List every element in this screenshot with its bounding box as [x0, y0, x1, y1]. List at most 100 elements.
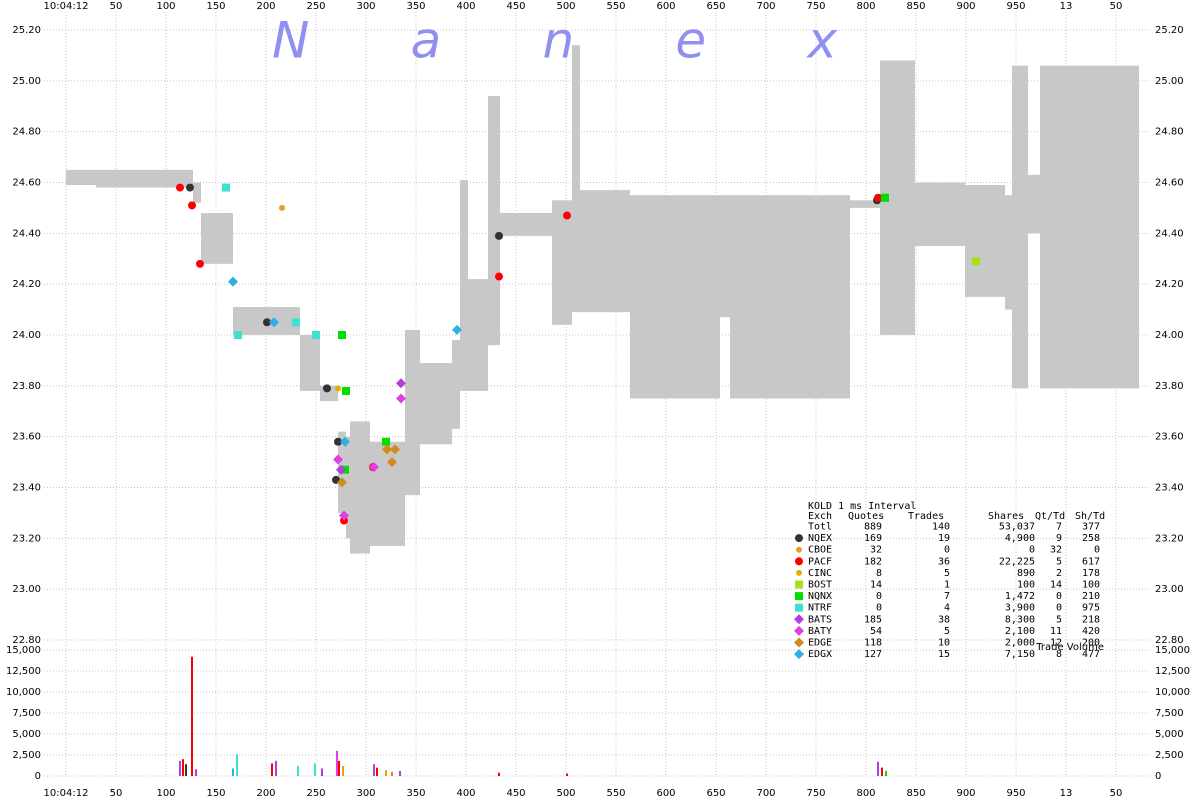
volume-bar	[342, 765, 344, 776]
x-tick-label: 150	[206, 788, 225, 799]
y-tick-label: 23.40	[12, 483, 41, 494]
trade-marker	[340, 436, 350, 447]
legend-cell: 3,900	[1005, 603, 1035, 614]
y-tick-label-right: 25.00	[1155, 76, 1184, 87]
trade-marker	[188, 201, 196, 210]
spread-segment	[552, 200, 572, 325]
legend-name: NQNX	[808, 591, 832, 602]
trade-marker	[339, 510, 349, 521]
trade-marker	[382, 437, 390, 446]
y-tick-label: 7,500	[12, 708, 41, 719]
x-tick-label: 13	[1060, 788, 1073, 799]
spread-segment	[346, 436, 350, 539]
spread-segment	[1028, 174, 1040, 234]
legend-cell: 5	[944, 626, 950, 637]
legend-total-cell: 377	[1082, 522, 1100, 533]
x-tick-label-top: 800	[856, 1, 875, 12]
trade-marker	[495, 231, 503, 240]
spread-segment	[193, 182, 201, 203]
y-tick-label: 0	[35, 771, 41, 782]
legend-cell: 100	[1017, 580, 1035, 591]
volume-bar	[885, 770, 887, 776]
legend-cell: 5	[944, 568, 950, 579]
y-tick-label-right: 24.20	[1155, 279, 1184, 290]
legend-cell: 975	[1082, 603, 1100, 614]
legend-total-cell: 53,037	[999, 522, 1035, 533]
volume-bar	[275, 760, 277, 776]
legend-cell: 8,300	[1005, 614, 1035, 625]
y-tick-label-right: 24.80	[1155, 127, 1184, 138]
trade-marker	[387, 457, 397, 468]
x-tick-label: 900	[956, 788, 975, 799]
legend-total-cell: 140	[932, 522, 950, 533]
spread-segment	[1012, 65, 1028, 389]
volume-bar	[338, 760, 340, 776]
volume-bar	[185, 764, 187, 776]
legend-name: BOST	[808, 580, 832, 591]
spread-segment	[96, 169, 193, 188]
legend-column-header: Trades	[908, 511, 944, 522]
legend-marker	[795, 534, 803, 543]
y-tick-label-right: 5,000	[1155, 729, 1184, 740]
volume-bar	[385, 770, 387, 776]
legend-cell: 169	[864, 533, 882, 544]
legend-marker	[794, 637, 804, 648]
y-tick-label-right: 7,500	[1155, 708, 1184, 719]
x-tick-label-top: 200	[256, 1, 275, 12]
legend-cell: 12	[1050, 638, 1062, 649]
trade-marker	[881, 193, 889, 202]
volume-bar	[391, 771, 393, 776]
legend-cell: 218	[1082, 614, 1100, 625]
y-tick-label-right: 23.60	[1155, 432, 1184, 443]
x-tick-label: 450	[506, 788, 525, 799]
x-tick-label: 400	[456, 788, 475, 799]
trade-marker	[972, 257, 980, 266]
trade-marker	[495, 272, 503, 281]
x-tick-label: 10:04:12	[44, 788, 89, 799]
x-tick-label-top: 600	[656, 1, 675, 12]
y-tick-label: 24.20	[12, 279, 41, 290]
volume-bar	[232, 768, 234, 776]
legend-cell: 7,150	[1005, 649, 1035, 660]
legend-cell: 15	[938, 649, 950, 660]
volume-bar	[566, 773, 568, 776]
spread-segment	[201, 213, 233, 264]
legend-name: NQEX	[808, 533, 832, 544]
volume-bar	[498, 772, 500, 776]
legend-cell: 100	[1082, 580, 1100, 591]
volume-bar	[399, 770, 401, 776]
x-tick-label: 250	[306, 788, 325, 799]
y-tick-label: 2,500	[12, 750, 41, 761]
legend-name: BATS	[808, 614, 832, 625]
legend-cell: 2	[1056, 568, 1062, 579]
legend-cell: 32	[1050, 545, 1062, 556]
trade-marker	[369, 462, 379, 473]
y-tick-label: 25.00	[12, 76, 41, 87]
trade-marker	[563, 211, 571, 220]
x-tick-label: 50	[110, 788, 123, 799]
x-tick-label-top: 150	[206, 1, 225, 12]
legend-total-cell: 889	[864, 522, 882, 533]
legend-cell: 420	[1082, 626, 1100, 637]
legend-column-header: Sh/Td	[1075, 511, 1105, 522]
x-tick-label-top: 250	[306, 1, 325, 12]
trade-marker	[292, 318, 300, 327]
legend-cell: 4,900	[1005, 533, 1035, 544]
volume-bar	[376, 767, 378, 776]
legend-marker	[796, 546, 802, 553]
y-tick-label: 23.00	[12, 584, 41, 595]
legend-total-name: Totl	[808, 522, 832, 533]
spread-segment	[420, 362, 452, 445]
trade-marker	[222, 183, 230, 192]
y-tick-label-right: 24.00	[1155, 330, 1184, 341]
legend-cell: 4	[944, 603, 950, 614]
trade-marker	[312, 331, 320, 339]
trade-marker	[390, 444, 400, 455]
trade-marker	[382, 444, 392, 455]
legend-cell: 0	[1056, 591, 1062, 602]
x-tick-label: 550	[606, 788, 625, 799]
legend-cell: 182	[864, 556, 882, 567]
legend-name: PACF	[808, 556, 832, 567]
legend-total-cell: 7	[1056, 522, 1062, 533]
